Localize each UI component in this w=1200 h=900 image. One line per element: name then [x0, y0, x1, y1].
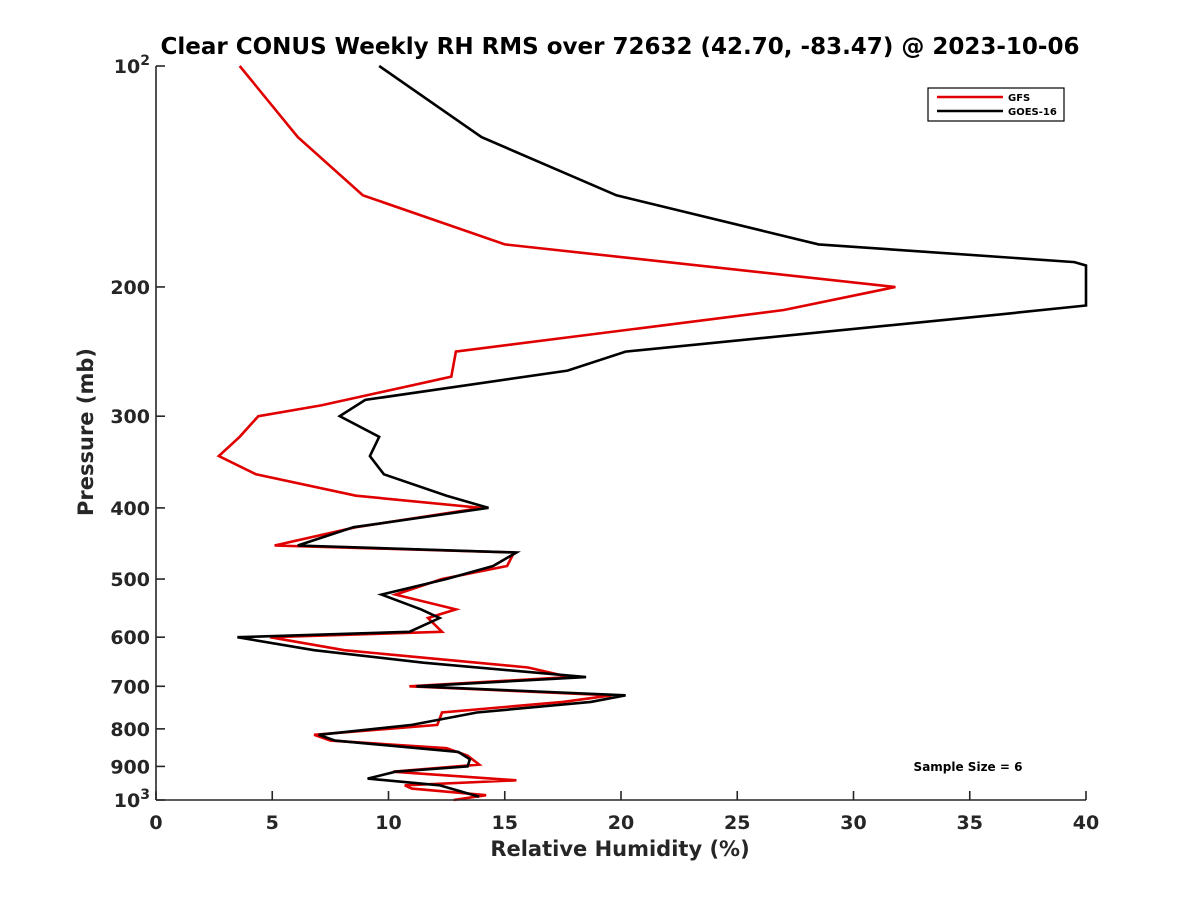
y-tick-label: 200: [110, 277, 150, 299]
x-tick-label: 10: [375, 812, 401, 834]
x-tick-label: 25: [724, 812, 750, 834]
y-tick-label: 800: [110, 719, 150, 741]
x-axis-label: Relative Humidity (%): [490, 837, 749, 861]
y-tick-label: 600: [110, 627, 150, 649]
legend-label-gfs: GFS: [1008, 93, 1030, 104]
y-tick-label: 400: [110, 498, 150, 520]
legend: GFS GOES-16: [927, 87, 1065, 122]
x-tick-label: 20: [608, 812, 634, 834]
y-tick-label: 300: [110, 406, 150, 428]
x-tick-label: 0: [149, 812, 162, 834]
y-tick-label: 102: [114, 53, 150, 78]
x-tick-label: 35: [957, 812, 983, 834]
y-axis-label: Pressure (mb): [74, 348, 98, 516]
y-tick-label: 500: [110, 569, 150, 591]
x-tick-label: 5: [266, 812, 279, 834]
sample-size-annotation: Sample Size = 6: [914, 760, 1023, 774]
y-tick-label: 103: [114, 787, 150, 812]
y-tick-base: 10: [114, 790, 140, 812]
x-tick-label: 40: [1073, 812, 1099, 834]
series-line-goes16: [237, 64, 1088, 799]
y-tick-label: 700: [110, 676, 150, 698]
y-tick-label: 900: [110, 756, 150, 778]
y-tick-exponent: 3: [140, 787, 150, 803]
legend-label-goes16: GOES-16: [1008, 107, 1057, 118]
chart-title: Clear CONUS Weekly RH RMS over 72632 (42…: [161, 34, 1080, 60]
x-tick-label: 30: [840, 812, 866, 834]
x-ticks: 0 5 10 15 20 25 30 35 40: [149, 791, 1099, 834]
y-tick-exponent: 2: [140, 53, 150, 69]
legend-box: [927, 87, 1065, 122]
x-tick-label: 15: [492, 812, 518, 834]
plot-lines: [216, 64, 1088, 802]
y-tick-base: 10: [114, 56, 140, 78]
